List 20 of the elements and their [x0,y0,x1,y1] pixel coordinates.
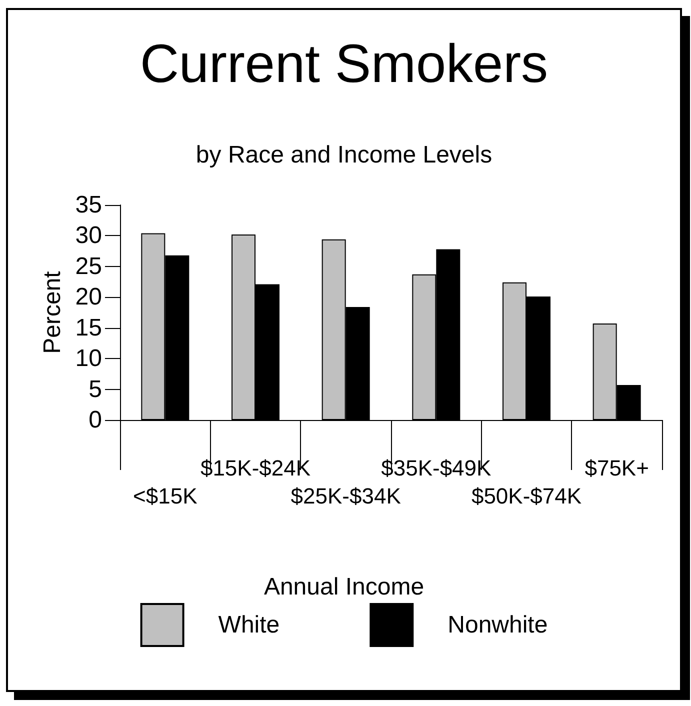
y-tick-label: 0 [88,406,102,434]
chart-title: Current Smokers [140,34,548,94]
legend-label: White [218,612,280,638]
chart-subtitle: by Race and Income Levels [196,142,492,168]
x-tick-label: $50K-$74K [471,484,582,508]
y-tick-label: 35 [75,192,102,218]
y-tick-label: 25 [75,252,102,280]
y-tick-label: 5 [88,376,102,403]
y-axis-title: Percent [38,270,66,354]
y-tick-label: 10 [75,345,102,372]
x-tick-label: <$15K [133,484,198,508]
legend-label: Nonwhite [448,612,548,638]
x-tick-label: $35K-$49K [381,456,492,480]
x-axis-title: Annual Income [264,574,424,600]
x-tick-label: $15K-$24K [200,456,311,480]
y-tick-label: 20 [75,284,102,311]
y-tick-label: 30 [75,222,102,250]
x-tick-label: $75K+ [584,456,649,480]
y-tick-label: 15 [75,314,102,342]
x-tick-label: $25K-$34K [290,484,402,508]
